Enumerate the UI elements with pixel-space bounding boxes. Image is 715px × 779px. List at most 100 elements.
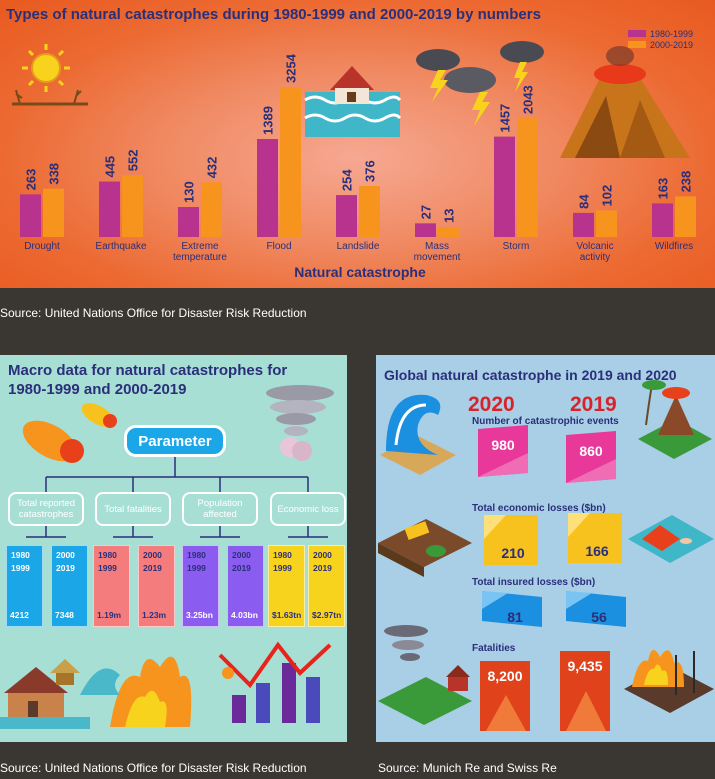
events-2019-value: 860 (579, 443, 603, 459)
bar-0-1 (99, 181, 120, 237)
section-label-economic: Total economic losses ($bn) (472, 503, 606, 514)
bar-value-label: 1457 (498, 104, 513, 133)
legend-item-1980: 1980-1999 (628, 28, 693, 39)
col-population-2000: 2000 2019 4.03bn (227, 545, 264, 627)
bar-1-0 (43, 188, 64, 237)
bar-1-1 (122, 175, 143, 237)
bar-value-label: 13 (442, 209, 457, 223)
storm-clouds-icon (416, 41, 544, 126)
tsunami-hut-icon (50, 659, 120, 695)
col-fatalities-2000: 2000 2019 1.23m (138, 545, 175, 627)
bar-value-label: 102 (600, 185, 615, 207)
category-label: Drought (24, 241, 60, 252)
fatalities-2020-box-face (486, 695, 526, 731)
macro-decorations (0, 385, 334, 729)
events-2020-box-face (478, 453, 528, 477)
bar-value-label: 263 (24, 169, 39, 191)
legend: 1980-1999 2000-2019 (628, 28, 693, 50)
global-decorations (378, 380, 714, 731)
macro-data-panel: Macro data for natural catastrophes for … (0, 355, 347, 742)
bar-0-0 (20, 194, 41, 237)
bar-1-2 (201, 182, 222, 237)
volcano-icon (560, 46, 690, 158)
insured-2019-box-face (566, 591, 592, 609)
bar-value-label: 84 (577, 194, 592, 209)
bar-value-label: 27 (419, 205, 434, 219)
economic-2020-box (484, 515, 538, 565)
bar-1-8 (675, 196, 696, 237)
volcano-island-icon (638, 380, 712, 459)
flood-house-icon (0, 667, 90, 729)
tsunami-icon (380, 394, 456, 475)
category-fatalities: Total fatalities (95, 492, 171, 526)
category-label: Earthquake (95, 241, 147, 252)
global-title: Global natural catastrophe in 2019 and 2… (384, 367, 677, 383)
wildfire-icon (110, 656, 192, 727)
meteor-icon (22, 403, 117, 463)
bar-value-label: 130 (182, 181, 197, 203)
catastrophe-types-chart: 263 338 Drought 445 552 Earthquake 130 432 Extre… (0, 0, 715, 288)
chart-title: Types of natural catastrophes during 198… (6, 6, 541, 23)
flood-house-icon (304, 66, 402, 137)
bar-series: 263 338 Drought 445 552 Earthquake 130 432 Extre… (20, 53, 696, 280)
falling-chart-icon (218, 641, 332, 723)
section-label-events: Number of catastrophic events (472, 416, 619, 427)
economic-2019-box-face (568, 513, 590, 537)
source-note-3: Source: Munich Re and Swiss Re (378, 761, 557, 775)
category-label: Mass (425, 241, 449, 252)
fatalities-2020-box (480, 661, 530, 731)
bar-value-label: 1389 (261, 106, 276, 135)
bar-1-7 (596, 210, 617, 237)
sun-icon (12, 44, 88, 106)
tornado-icon (266, 385, 334, 461)
category-label: Landslide (337, 241, 380, 252)
insured-2019-value: 56 (591, 609, 607, 625)
category-label: activity (580, 252, 611, 263)
category-economic-loss: Economic loss (270, 492, 346, 526)
category-reported-catastrophes: Total reported catastrophes (8, 492, 84, 526)
bar-value-label: 163 (656, 178, 671, 200)
fatalities-2019-box (560, 651, 610, 731)
connector-lines (26, 457, 328, 538)
bar-value-label: 432 (205, 157, 220, 179)
bar-0-4 (336, 195, 357, 237)
bar-0-3 (257, 138, 278, 237)
bar-1-3 (280, 87, 301, 237)
col-reported-2000: 2000 2019 7348 (51, 545, 88, 627)
bar-0-7 (573, 212, 594, 237)
insured-2019-box (566, 591, 626, 627)
tornado-icon (378, 625, 472, 725)
bar-value-label: 338 (47, 163, 62, 185)
category-label: Extreme (181, 241, 219, 252)
category-label: Volcanic (576, 241, 613, 252)
events-2020-value: 980 (491, 437, 515, 453)
bar-value-label: 3254 (284, 53, 299, 83)
insured-2020-value: 81 (507, 609, 523, 625)
col-economic-2000: 2000 2019 $2.97tn (308, 545, 345, 627)
bar-1-4 (359, 186, 380, 237)
year-2020-header: 2020 (468, 393, 515, 416)
bar-1-5 (438, 227, 459, 237)
bar-0-2 (178, 207, 199, 237)
category-label: Flood (266, 241, 291, 252)
legend-item-2000: 2000-2019 (628, 39, 693, 50)
chart-decorations: 263 338 Drought 445 552 Earthquake 130 432 Extre… (12, 41, 696, 280)
insured-2020-box-face (482, 591, 508, 609)
bar-value-label: 552 (126, 150, 141, 172)
category-label: temperature (173, 252, 227, 263)
bar-0-6 (494, 136, 515, 237)
economic-2019-value: 166 (585, 543, 609, 559)
fatalities-2019-value: 9,435 (567, 658, 603, 674)
global-catastrophe-panel: Global natural catastrophe in 2019 and 2… (376, 355, 715, 742)
bar-1-6 (517, 118, 538, 237)
bar-value-label: 238 (679, 171, 694, 193)
bar-value-label: 376 (363, 160, 378, 182)
insured-2020-box (482, 591, 542, 627)
fatalities-2020-value: 8,200 (487, 668, 523, 684)
col-reported-1980: 1980 1999 4212 (6, 545, 43, 627)
bar-0-8 (652, 203, 673, 237)
col-economic-1980: 1980 1999 $1.63tn (268, 545, 305, 627)
x-axis-label: Natural catastrophe (294, 264, 426, 280)
year-2019-header: 2019 (570, 393, 617, 416)
source-note-1: Source: United Nations Office for Disast… (0, 306, 307, 320)
